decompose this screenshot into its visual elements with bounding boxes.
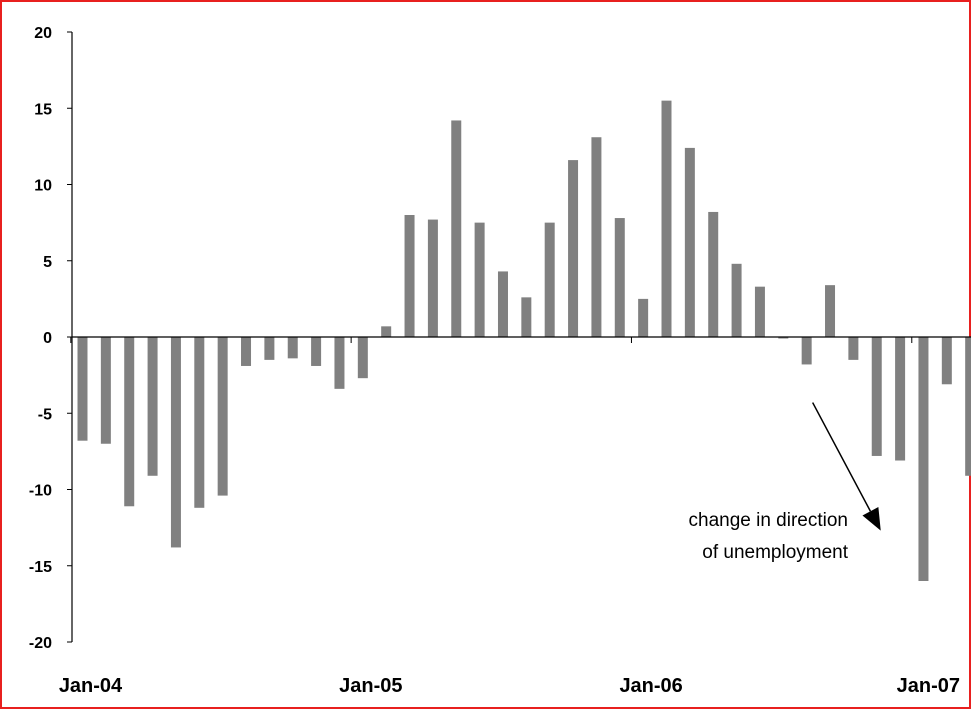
- annotation-arrow-line: [813, 403, 871, 512]
- bar: [101, 337, 111, 444]
- bar: [662, 101, 672, 337]
- bar: [288, 337, 298, 358]
- bar: [942, 337, 952, 384]
- y-tick-label: -20: [29, 635, 52, 652]
- annotation-line-1: change in direction: [689, 510, 849, 531]
- x-tick-label: Jan-07: [897, 675, 960, 697]
- y-tick-label: 15: [34, 101, 52, 118]
- bars-group: [78, 101, 971, 581]
- bar: [965, 337, 971, 476]
- x-tick-label: Jan-04: [59, 675, 123, 697]
- annotation-arrow-head: [862, 507, 880, 531]
- bar: [241, 337, 251, 366]
- bar: [545, 223, 555, 337]
- y-tick-label: 20: [34, 25, 52, 42]
- bar: [615, 218, 625, 337]
- bar: [451, 120, 461, 337]
- bar: [194, 337, 204, 508]
- y-tick-label: 5: [43, 254, 52, 271]
- bar: [568, 160, 578, 337]
- bar: [848, 337, 858, 360]
- bar: [428, 220, 438, 337]
- y-ticks-group: 20 15 10 5 0 -5 -10 -15 -20: [29, 25, 72, 652]
- bar: [405, 215, 415, 337]
- bar: [475, 223, 485, 337]
- bar: [381, 326, 391, 337]
- bar: [264, 337, 274, 360]
- bar: [311, 337, 321, 366]
- bar: [498, 271, 508, 337]
- bar: [872, 337, 882, 456]
- y-tick-label: -5: [38, 406, 52, 423]
- bar: [685, 148, 695, 337]
- bar: [732, 264, 742, 337]
- annotation-group: change in direction of unemployment: [689, 403, 881, 563]
- y-tick-label: 10: [34, 178, 52, 195]
- bar: [895, 337, 905, 461]
- bar: [171, 337, 181, 547]
- bar: [334, 337, 344, 389]
- bar: [148, 337, 158, 476]
- bar: [78, 337, 88, 441]
- bar: [521, 297, 531, 337]
- bar: [708, 212, 718, 337]
- x-tick-label: Jan-06: [619, 675, 682, 697]
- bar: [802, 337, 812, 364]
- bar: [218, 337, 228, 496]
- y-tick-label: -10: [29, 483, 52, 500]
- bar: [124, 337, 134, 506]
- bar: [591, 137, 601, 337]
- bar: [918, 337, 928, 581]
- annotation-line-2: of unemployment: [702, 542, 848, 563]
- y-tick-label: 0: [43, 330, 52, 347]
- bar: [825, 285, 835, 337]
- bar: [638, 299, 648, 337]
- x-tick-label: Jan-05: [339, 675, 402, 697]
- bar: [755, 287, 765, 337]
- bar: [358, 337, 368, 378]
- y-tick-label: -15: [29, 559, 52, 576]
